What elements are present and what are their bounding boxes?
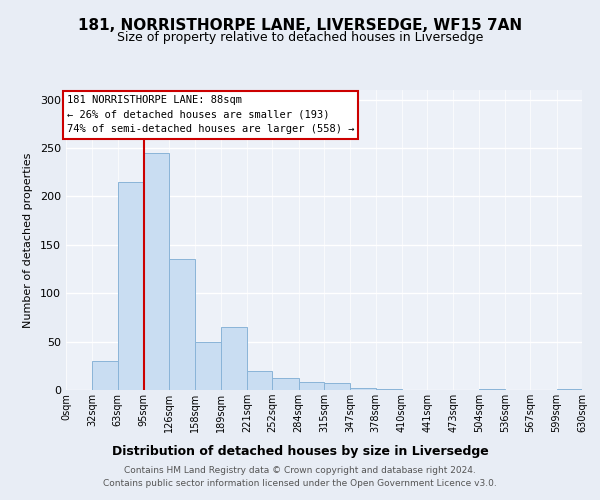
Bar xyxy=(479,389,505,390)
Bar xyxy=(272,378,299,390)
Bar xyxy=(221,327,247,390)
Bar xyxy=(299,382,324,390)
Text: Size of property relative to detached houses in Liversedge: Size of property relative to detached ho… xyxy=(117,31,483,44)
Bar xyxy=(557,389,582,390)
Text: Contains HM Land Registry data © Crown copyright and database right 2024.
Contai: Contains HM Land Registry data © Crown c… xyxy=(103,466,497,487)
Text: 181 NORRISTHORPE LANE: 88sqm
← 26% of detached houses are smaller (193)
74% of s: 181 NORRISTHORPE LANE: 88sqm ← 26% of de… xyxy=(67,95,355,134)
Bar xyxy=(118,182,144,390)
Text: Distribution of detached houses by size in Liversedge: Distribution of detached houses by size … xyxy=(112,444,488,458)
Bar xyxy=(92,361,118,390)
Bar xyxy=(376,389,402,390)
Bar xyxy=(350,388,376,390)
Bar xyxy=(169,260,196,390)
Bar xyxy=(324,383,350,390)
Bar xyxy=(196,342,221,390)
Y-axis label: Number of detached properties: Number of detached properties xyxy=(23,152,33,328)
Text: 181, NORRISTHORPE LANE, LIVERSEDGE, WF15 7AN: 181, NORRISTHORPE LANE, LIVERSEDGE, WF15… xyxy=(78,18,522,32)
Bar xyxy=(247,370,272,390)
Bar xyxy=(144,153,169,390)
